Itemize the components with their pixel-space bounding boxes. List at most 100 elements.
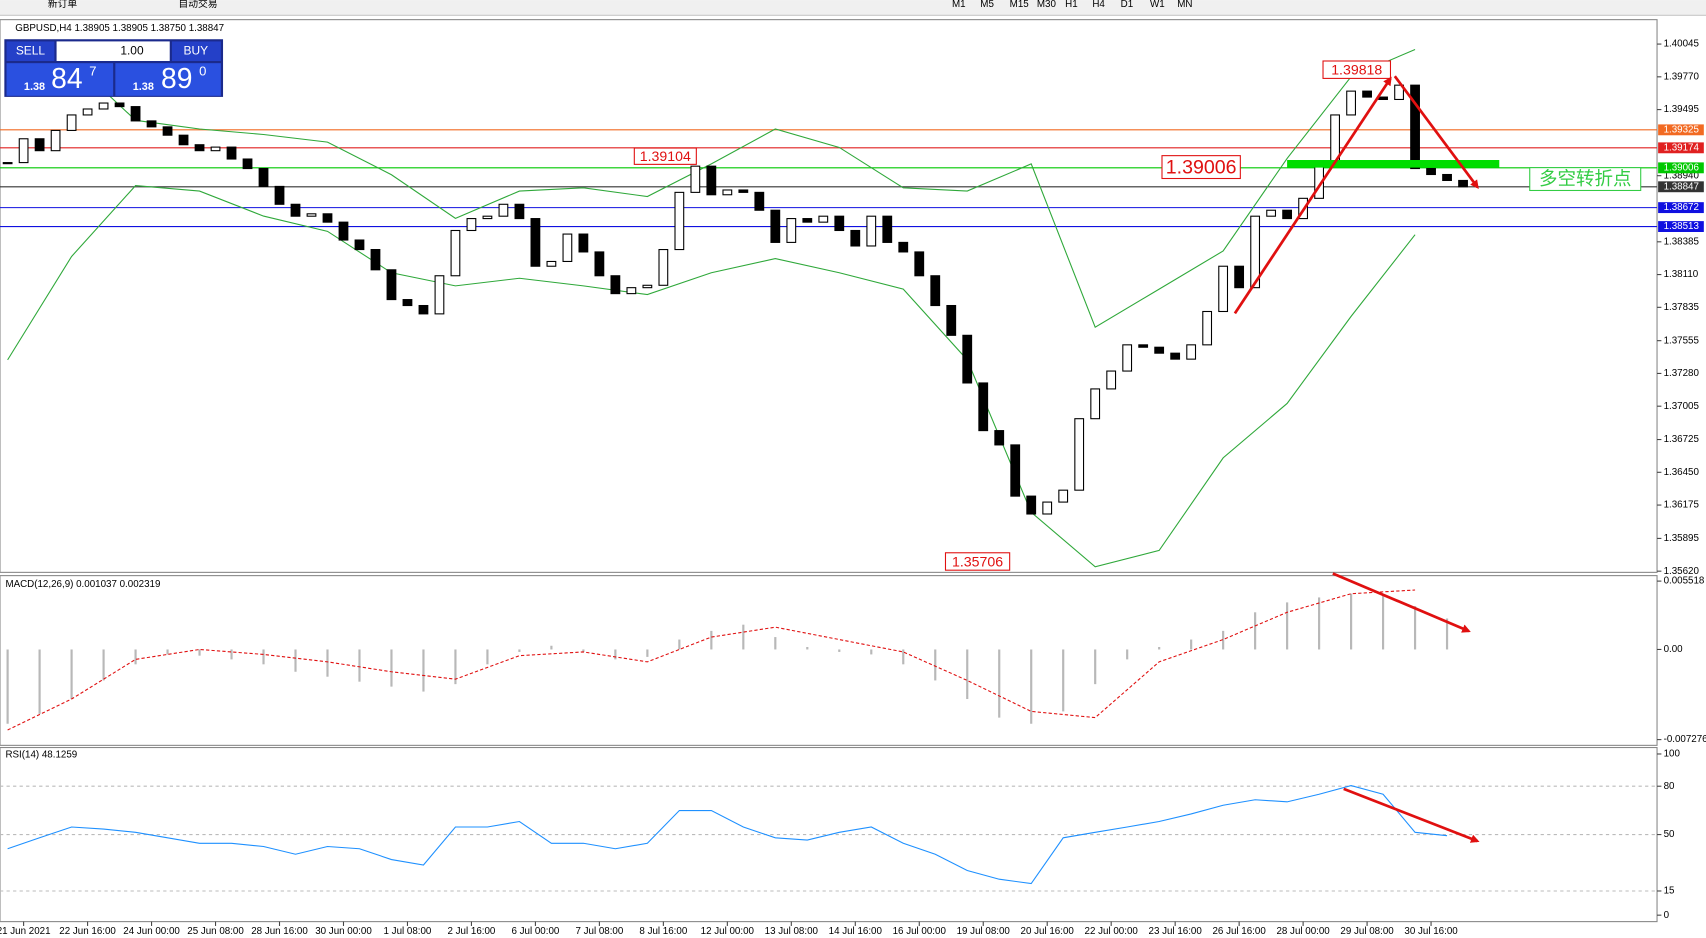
pivot-zone (1287, 160, 1500, 168)
y-tick-label: 1.35895 (1664, 533, 1700, 544)
candle (866, 215, 877, 247)
price-level-label: 1.39325 (1664, 124, 1700, 135)
candle (962, 334, 973, 384)
y-tick-label: 1.36175 (1664, 500, 1700, 511)
price-level-label: 1.38847 (1664, 181, 1699, 192)
candle (1026, 495, 1037, 515)
rsi-line (7, 785, 1448, 885)
candle (930, 275, 941, 307)
buy-label[interactable]: BUY (184, 43, 209, 57)
timeframe-button[interactable]: M15 (1010, 0, 1030, 10)
y-tick-label: 1.39770 (1664, 71, 1700, 82)
sell-button[interactable] (6, 41, 55, 61)
y-tick-label: 15 (1664, 886, 1675, 897)
candle (818, 215, 829, 223)
x-tick-label: 30 Jun 00:00 (315, 926, 372, 937)
candle (1186, 344, 1197, 360)
toolbar-new-order[interactable]: 新订单 (48, 0, 78, 10)
sell-price-box[interactable] (6, 63, 114, 96)
toolbar (0, 0, 1706, 16)
timeframe-button[interactable]: M30 (1037, 0, 1057, 10)
lot-value[interactable]: 1.00 (120, 43, 144, 57)
candle (1010, 444, 1021, 497)
x-tick-label: 20 Jul 16:00 (1021, 926, 1075, 937)
timeframe-button[interactable]: M5 (980, 0, 994, 10)
candle (786, 218, 797, 243)
x-tick-label: 26 Jul 16:00 (1212, 926, 1266, 937)
y-tick-label: 0.005518 (1664, 576, 1705, 587)
candle (594, 251, 605, 277)
y-tick-label: 1.37280 (1664, 368, 1700, 379)
candle (322, 213, 333, 223)
buy-price-box[interactable] (115, 63, 221, 96)
candle (402, 299, 413, 307)
x-tick-label: 25 Jun 08:00 (187, 926, 244, 937)
annotation-box (1529, 167, 1642, 192)
x-tick-label: 6 Jul 00:00 (511, 926, 559, 937)
candle (1426, 168, 1436, 176)
timeframe-button[interactable]: H4 (1092, 0, 1105, 10)
bollinger-lower (7, 185, 1416, 568)
annotation-box (944, 552, 1011, 571)
buy-button[interactable] (171, 41, 221, 61)
macd-panel (0, 575, 1658, 746)
candle (802, 218, 813, 223)
candle (898, 241, 909, 253)
candle (946, 304, 957, 336)
timeframe-button[interactable]: D1 (1121, 0, 1134, 10)
y-tick-label: -0.007276 (1664, 734, 1706, 745)
candle (18, 138, 29, 164)
x-tick-label: 8 Jul 16:00 (639, 926, 687, 937)
timeframe-button[interactable]: MN (1177, 0, 1192, 10)
x-tick-label: 30 Jul 16:00 (1404, 926, 1458, 937)
price-level-tag (1658, 202, 1704, 214)
timeframe-button[interactable]: H1 (1065, 0, 1078, 10)
candle (194, 144, 205, 152)
candle (482, 215, 493, 220)
y-tick-label: 1.39495 (1664, 104, 1700, 115)
annotation: 1.39006 (1166, 156, 1237, 178)
x-tick-label: 14 Jul 16:00 (829, 926, 883, 937)
candle (658, 249, 669, 286)
annotation-box (1322, 60, 1392, 79)
candle (610, 275, 621, 295)
candle (562, 233, 573, 263)
price-level-label: 1.39174 (1664, 142, 1700, 153)
sell-label[interactable]: SELL (16, 43, 46, 57)
toolbar-autotrade[interactable]: 自动交易 (178, 0, 217, 10)
candle (1106, 370, 1117, 390)
x-tick-label: 23 Jul 16:00 (1149, 926, 1203, 937)
candle (882, 215, 893, 243)
candle (434, 275, 445, 315)
candle (514, 203, 525, 220)
y-tick-label: 80 (1664, 781, 1675, 792)
candle (834, 215, 845, 232)
annotation: 1.35706 (952, 553, 1003, 569)
candle (338, 221, 349, 241)
y-tick-label: 1.36725 (1664, 434, 1700, 445)
candle (674, 191, 685, 251)
down-arrow (1393, 75, 1479, 189)
price-level-tag (1658, 162, 1704, 174)
price-level-label: 1.38672 (1664, 202, 1699, 213)
candle (130, 106, 141, 122)
timeframe-button[interactable]: W1 (1150, 0, 1165, 10)
up-arrow (1233, 76, 1392, 315)
candle (1234, 265, 1245, 289)
price-level-tag (1658, 124, 1704, 136)
candle (2, 162, 13, 165)
y-tick-label: 0 (1664, 910, 1670, 921)
x-tick-label: 28 Jul 00:00 (1276, 926, 1330, 937)
x-tick-label: 28 Jun 16:00 (251, 926, 308, 937)
macd-divergence-arrow (1332, 572, 1471, 633)
trade-panel: SELL 1.00 BUY 1.38 84 7 1.38 89 0 (4, 39, 224, 97)
timeframe-button[interactable]: M1 (952, 0, 966, 10)
x-tick-label: 19 Jul 08:00 (957, 926, 1011, 937)
macd-title: MACD(12,26,9) 0.001037 0.002319 (5, 579, 160, 590)
buy-price-point: 0 (199, 63, 206, 78)
x-tick-label: 1 Jul 08:00 (384, 926, 432, 937)
candle (82, 108, 93, 116)
lot-field[interactable] (56, 41, 170, 61)
candle (1346, 90, 1356, 116)
